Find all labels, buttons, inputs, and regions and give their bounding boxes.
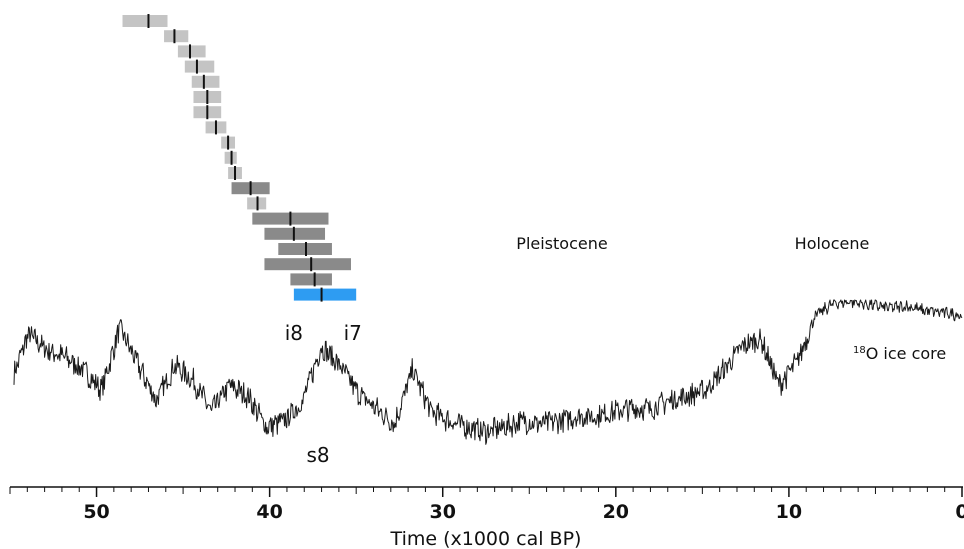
age-range-bar [184, 60, 215, 73]
age-range-bars [122, 14, 357, 302]
series-layer [13, 299, 963, 445]
series-label: 18O ice core [853, 344, 946, 363]
annotation-i7: i7 [344, 321, 362, 345]
x-tick-label: 10 [776, 501, 802, 523]
x-ticks: 50 40 30 20 10 0 [9, 487, 964, 523]
age-range-bar [191, 75, 220, 88]
series-label-rest: O ice core [866, 344, 947, 363]
series-line-18o-ice-core [13, 299, 963, 445]
series-label-prefix: 18 [853, 345, 866, 356]
age-range-bar [122, 15, 168, 27]
x-tick-label: 0 [955, 501, 964, 523]
age-range-bar [177, 45, 206, 58]
x-tick-label: 50 [83, 501, 109, 523]
period-label-holocene: Holocene [795, 234, 870, 253]
x-axis-title: Time (x1000 cal BP) [390, 528, 582, 549]
age-range-bar [290, 273, 332, 286]
x-tick-label: 40 [256, 501, 282, 523]
annotation-s8: s8 [307, 443, 330, 467]
annotation-i8: i8 [285, 321, 303, 345]
x-axis: 50 40 30 20 10 0 [9, 486, 964, 523]
age-range-bar [164, 30, 189, 43]
x-tick-label: 30 [430, 501, 456, 523]
period-label-pleistocene: Pleistocene [516, 234, 607, 253]
x-tick-label: 20 [603, 501, 629, 523]
age-range-bar [264, 258, 351, 271]
age-range-bar [293, 288, 357, 301]
